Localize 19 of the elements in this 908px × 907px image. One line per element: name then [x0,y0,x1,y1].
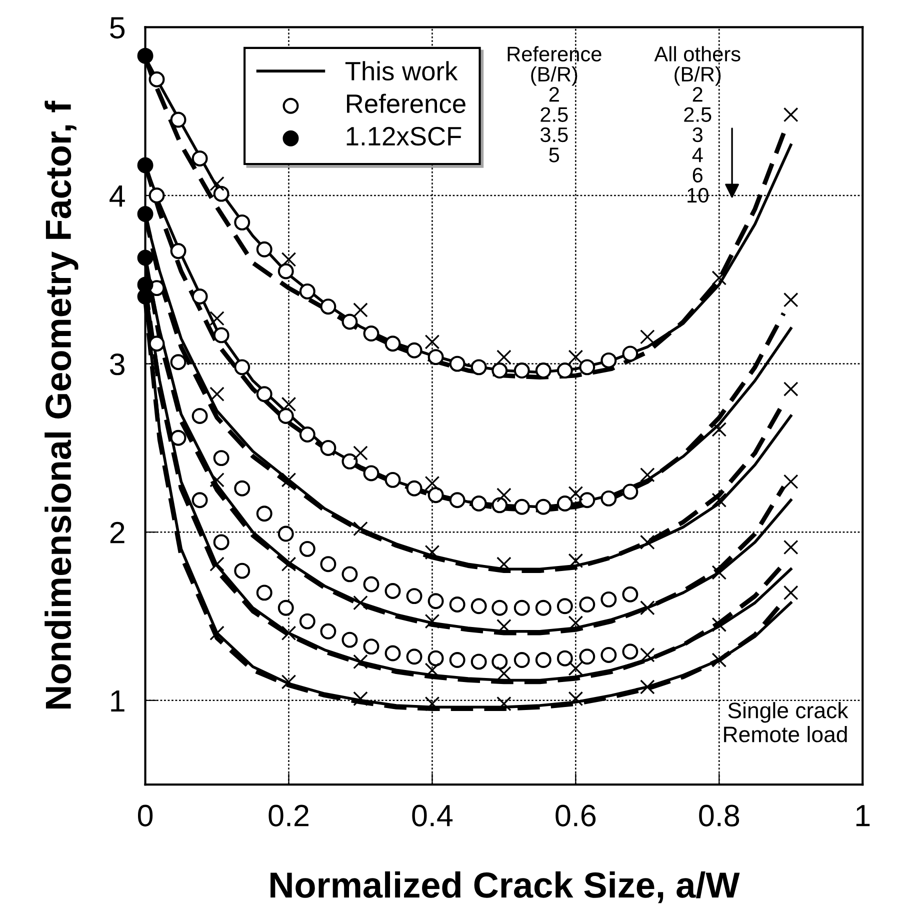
x-tick-label: 0.2 [268,804,308,826]
x-tick-label: 1 [856,805,870,826]
legend-label: 1.12xSCF [346,126,462,146]
y-tick-label: 3 [110,354,124,376]
y-axis-title: Nondimensional Geometry Factor, f [44,100,78,708]
x-tick-label: 0.6 [556,804,596,826]
annotation: Single crack Remote load [724,702,848,742]
annotation: All others (B/R) 2 2.5 3 4 6 10 [654,46,740,203]
y-tick-label: 4 [110,186,125,207]
y-tick-label: 1 [111,690,124,712]
x-tick-label: 0 [138,804,153,826]
legend-label: Reference [346,94,466,114]
y-tick-label: 5 [110,17,125,39]
x-tick-label: 0.8 [699,804,740,826]
y-tick-label: 2 [110,522,124,544]
x-axis-title: Normalized Crack Size, a/W [270,871,740,904]
legend-label: This work [345,61,458,81]
x-tick-label: 0.4 [412,804,453,826]
annotation: Reference (B/R) 2 2.5 3.5 5 [508,46,602,162]
